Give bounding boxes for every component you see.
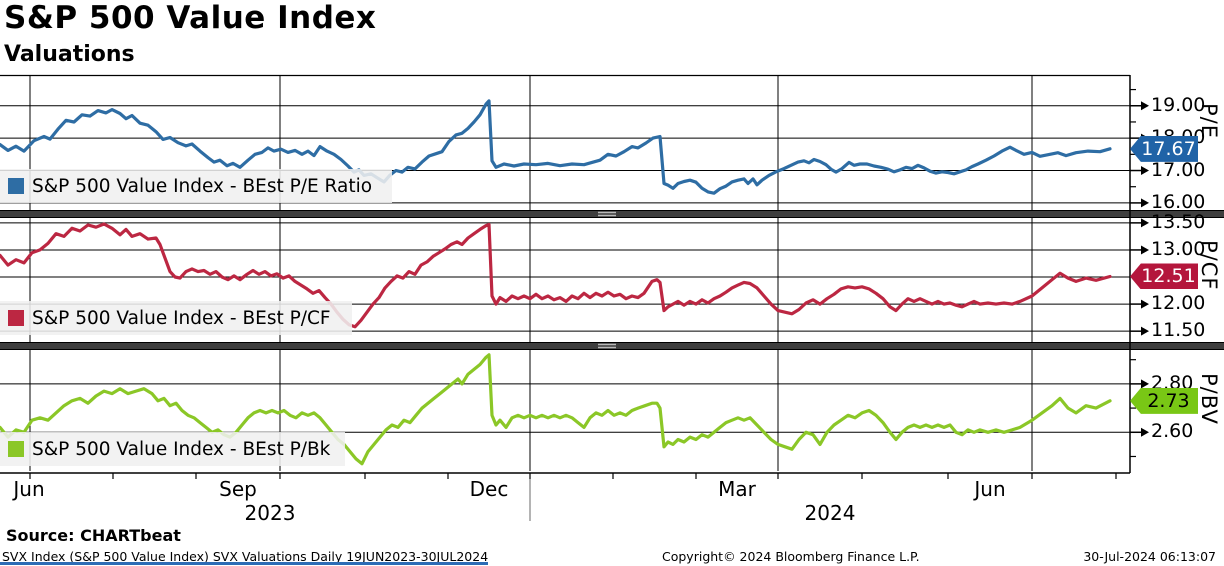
y-tick-pcf-13.50: 13.50 (1151, 210, 1206, 233)
y-tick-pe-19.00: 19.00 (1151, 93, 1206, 116)
legend-label-pcf: S&P 500 Value Index - BEst P/CF (32, 307, 331, 329)
footer-copyright: Copyright© 2024 Bloomberg Finance L.P. (662, 549, 920, 564)
y-tick-pcf-11.50: 11.50 (1151, 319, 1206, 342)
legend-swatch-pcf-icon (8, 310, 24, 326)
legend-label-pe: S&P 500 Value Index - BEst P/E Ratio (32, 175, 373, 197)
last-value-badge-pe: 17.67 (1130, 135, 1198, 162)
chart-title: S&P 500 Value Index (4, 0, 377, 36)
legend-pe[interactable]: S&P 500 Value Index - BEst P/E Ratio (0, 169, 392, 203)
x-year-2024: 2024 (804, 501, 856, 525)
panel-drag-handle[interactable] (598, 211, 616, 217)
panel-drag-handle[interactable] (598, 343, 616, 349)
series-line-pe (0, 99, 1112, 195)
footer-security-info: SVX Index (S&P 500 Value Index) SVX Valu… (2, 549, 489, 564)
axis-caption-pcf: P/CF (1197, 240, 1221, 291)
chart-subtitle: Valuations (4, 42, 135, 67)
legend-label-pbv: S&P 500 Value Index - BEst P/Bk (32, 438, 331, 460)
y-tick-pe-16.00: 16.00 (1151, 190, 1206, 213)
panel-separator-bar (0, 210, 1224, 218)
y-tick-pe-17.00: 17.00 (1151, 158, 1206, 181)
series-line-pbv (0, 353, 1112, 466)
y-tick-pcf-13.00: 13.00 (1151, 237, 1206, 260)
legend-swatch-pbv-icon (8, 441, 24, 457)
legend-swatch-pe-icon (8, 178, 24, 194)
panel-separator-bar (0, 342, 1224, 350)
legend-pcf[interactable]: S&P 500 Value Index - BEst P/CF (0, 301, 352, 335)
y-tick-pcf-12.00: 12.00 (1151, 292, 1206, 315)
axis-caption-pe: P/E (1197, 103, 1221, 140)
x-label-dec: Dec (469, 477, 509, 501)
x-label-jun: Jun (974, 477, 1006, 501)
footer-underline (0, 562, 488, 565)
x-year-2023: 2023 (244, 501, 296, 525)
last-value-badge-pbv: 2.73 (1130, 387, 1198, 414)
legend-pbv[interactable]: S&P 500 Value Index - BEst P/Bk (0, 432, 345, 466)
x-label-sep: Sep (219, 477, 257, 501)
y-tick-pbv-2.60: 2.60 (1151, 420, 1194, 443)
footer-timestamp: 30-Jul-2024 06:13:07 (1083, 549, 1216, 564)
axis-caption-pbv: P/BV (1197, 373, 1221, 425)
source-line: Source: CHARTbeat (6, 526, 181, 545)
series-line-pcf (0, 222, 1112, 329)
last-value-badge-pcf: 12.51 (1130, 263, 1198, 290)
x-label-jun: Jun (13, 477, 45, 501)
x-label-mar: Mar (718, 477, 756, 501)
